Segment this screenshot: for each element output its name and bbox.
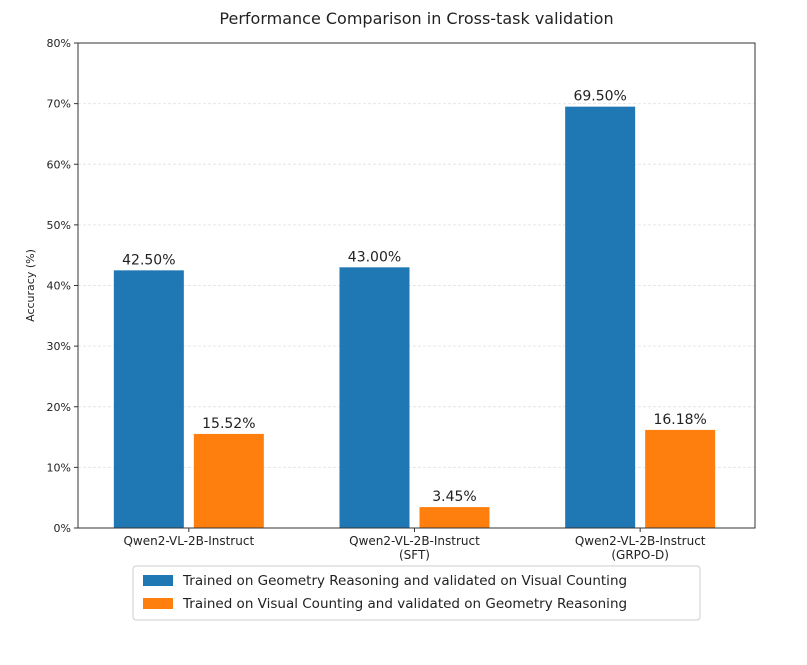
x-tick-label: Qwen2-VL-2B-Instruct — [349, 534, 480, 548]
y-tick-label: 0% — [54, 522, 71, 535]
legend-label: Trained on Visual Counting and validated… — [182, 596, 627, 612]
bar — [339, 267, 410, 528]
y-tick-label: 80% — [47, 37, 71, 50]
bar — [645, 429, 716, 528]
legend-box — [132, 565, 701, 621]
y-axis-ticks: 0% 10% 20% 30% 40% 50% 60% 70% 80% — [47, 37, 78, 535]
bar — [113, 270, 184, 528]
bar — [419, 507, 490, 528]
data-label: 43.00% — [348, 249, 401, 265]
chart-title: Performance Comparison in Cross-task val… — [219, 9, 613, 28]
y-tick-label: 70% — [47, 98, 71, 111]
data-label: 69.50% — [573, 89, 626, 105]
bar — [565, 106, 636, 528]
bars — [113, 106, 716, 528]
y-tick-label: 40% — [47, 280, 71, 293]
legend-swatch — [143, 575, 173, 586]
x-tick-label: Qwen2-VL-2B-Instruct — [575, 534, 706, 548]
data-label: 15.52% — [202, 416, 255, 432]
x-axis-ticks: Qwen2-VL-2B-Instruct Qwen2-VL-2B-Instruct… — [123, 528, 706, 562]
data-label: 16.18% — [653, 412, 706, 428]
data-label: 42.50% — [122, 252, 175, 268]
grid-lines — [78, 103, 755, 468]
x-tick-label: (SFT) — [399, 548, 430, 562]
y-tick-label: 20% — [47, 401, 71, 414]
y-axis-label: Accuracy (%) — [24, 249, 37, 322]
data-labels: 42.50% 15.52% 43.00% 3.45% 69.50% 16.18% — [122, 89, 707, 505]
x-tick-label: Qwen2-VL-2B-Instruct — [123, 534, 254, 548]
x-tick-label: (GRPO-D) — [611, 548, 669, 562]
legend-swatch — [143, 598, 173, 609]
y-tick-label: 10% — [47, 461, 71, 474]
data-label: 3.45% — [432, 489, 476, 505]
y-tick-label: 50% — [47, 219, 71, 232]
bar — [193, 433, 264, 528]
y-tick-label: 60% — [47, 158, 71, 171]
y-tick-label: 30% — [47, 340, 71, 353]
legend: Trained on Geometry Reasoning and valida… — [132, 565, 701, 621]
legend-label: Trained on Geometry Reasoning and valida… — [182, 573, 627, 589]
